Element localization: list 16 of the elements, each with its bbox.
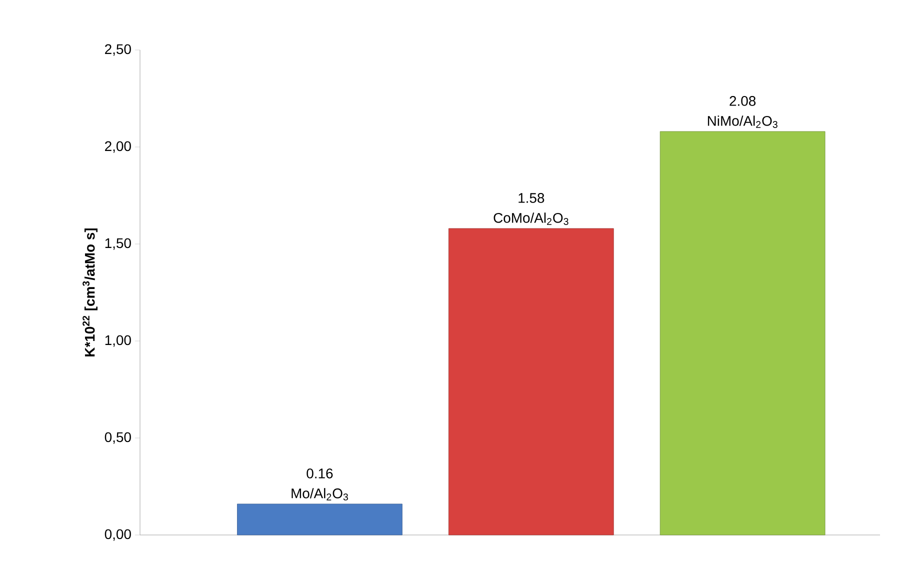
bar bbox=[660, 131, 826, 536]
y-tick-label: 0,50 bbox=[104, 432, 131, 444]
x-tick-label: Mo/Al$_{2}$O$_{3}$ bbox=[292, 488, 348, 500]
bar bbox=[237, 504, 402, 536]
y-tick-label: 1,50 bbox=[105, 238, 131, 250]
bar bbox=[448, 228, 614, 536]
x-tick-label: CoMo/Al$_{2}$O$_{3}$ bbox=[494, 212, 568, 225]
data-label: 2.08 bbox=[730, 96, 756, 106]
y-tick-label: 1,00 bbox=[105, 335, 131, 347]
x-tick-label: NiMo/Al$_{2}$O$_{3}$ bbox=[708, 116, 778, 128]
y-tick-label: 0,00 bbox=[104, 529, 131, 541]
y-tick-label: 2,00 bbox=[105, 141, 131, 153]
y-tick-label: 2,50 bbox=[105, 44, 131, 56]
data-label: 1.58 bbox=[518, 193, 544, 203]
y-axis-title: K*10$^{22}$ [cm$^{3}$/atMo s] bbox=[82, 228, 98, 356]
data-label: 0.16 bbox=[306, 468, 333, 478]
